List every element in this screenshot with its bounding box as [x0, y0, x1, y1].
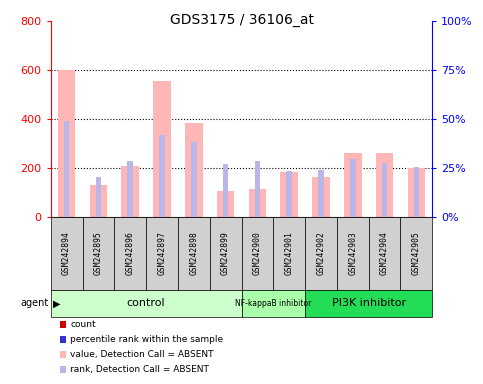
FancyBboxPatch shape — [83, 217, 114, 290]
FancyBboxPatch shape — [51, 217, 83, 290]
Bar — [350, 159, 355, 217]
Text: GSM242900: GSM242900 — [253, 232, 262, 275]
FancyBboxPatch shape — [337, 217, 369, 290]
Text: GSM242898: GSM242898 — [189, 232, 199, 275]
FancyBboxPatch shape — [210, 217, 242, 290]
FancyBboxPatch shape — [305, 217, 337, 290]
FancyBboxPatch shape — [305, 290, 432, 317]
Text: control: control — [127, 298, 165, 308]
FancyBboxPatch shape — [114, 217, 146, 290]
FancyBboxPatch shape — [51, 290, 242, 317]
Text: rank, Detection Call = ABSENT: rank, Detection Call = ABSENT — [71, 365, 209, 374]
Bar — [90, 185, 107, 217]
Bar — [64, 121, 70, 217]
Bar — [128, 161, 133, 217]
Bar — [153, 81, 171, 217]
Bar — [413, 167, 419, 217]
Text: PI3K inhibitor: PI3K inhibitor — [332, 298, 406, 308]
FancyBboxPatch shape — [369, 217, 400, 290]
FancyBboxPatch shape — [242, 217, 273, 290]
Bar — [191, 142, 197, 217]
FancyBboxPatch shape — [146, 217, 178, 290]
Bar — [312, 177, 330, 217]
Text: GSM242894: GSM242894 — [62, 232, 71, 275]
Text: ▶: ▶ — [53, 298, 61, 308]
FancyBboxPatch shape — [242, 290, 305, 317]
Bar — [382, 162, 387, 217]
Bar — [286, 171, 292, 217]
Bar — [318, 170, 324, 217]
FancyBboxPatch shape — [178, 217, 210, 290]
Text: GSM242901: GSM242901 — [284, 232, 294, 275]
Bar — [217, 191, 234, 217]
Bar — [159, 135, 165, 217]
Bar — [408, 168, 425, 217]
Text: GSM242897: GSM242897 — [157, 232, 167, 275]
Text: GSM242904: GSM242904 — [380, 232, 389, 275]
Bar — [281, 172, 298, 217]
Bar — [249, 189, 266, 217]
Bar — [255, 161, 260, 217]
Text: NF-kappaB inhibitor: NF-kappaB inhibitor — [235, 299, 312, 308]
FancyBboxPatch shape — [400, 217, 432, 290]
Text: agent: agent — [20, 298, 48, 308]
Bar — [344, 153, 362, 217]
Text: percentile rank within the sample: percentile rank within the sample — [71, 335, 224, 344]
Text: GSM242895: GSM242895 — [94, 232, 103, 275]
Text: GSM242905: GSM242905 — [412, 232, 421, 275]
Bar — [96, 177, 101, 217]
Bar — [185, 123, 202, 217]
Bar — [58, 70, 75, 217]
Bar — [121, 166, 139, 217]
Text: GDS3175 / 36106_at: GDS3175 / 36106_at — [170, 13, 313, 27]
FancyBboxPatch shape — [273, 217, 305, 290]
Bar — [223, 164, 228, 217]
Text: GSM242903: GSM242903 — [348, 232, 357, 275]
Text: count: count — [71, 320, 96, 329]
Text: GSM242902: GSM242902 — [316, 232, 326, 275]
Text: GSM242896: GSM242896 — [126, 232, 135, 275]
Bar — [376, 153, 393, 217]
Text: GSM242899: GSM242899 — [221, 232, 230, 275]
Text: value, Detection Call = ABSENT: value, Detection Call = ABSENT — [71, 350, 214, 359]
